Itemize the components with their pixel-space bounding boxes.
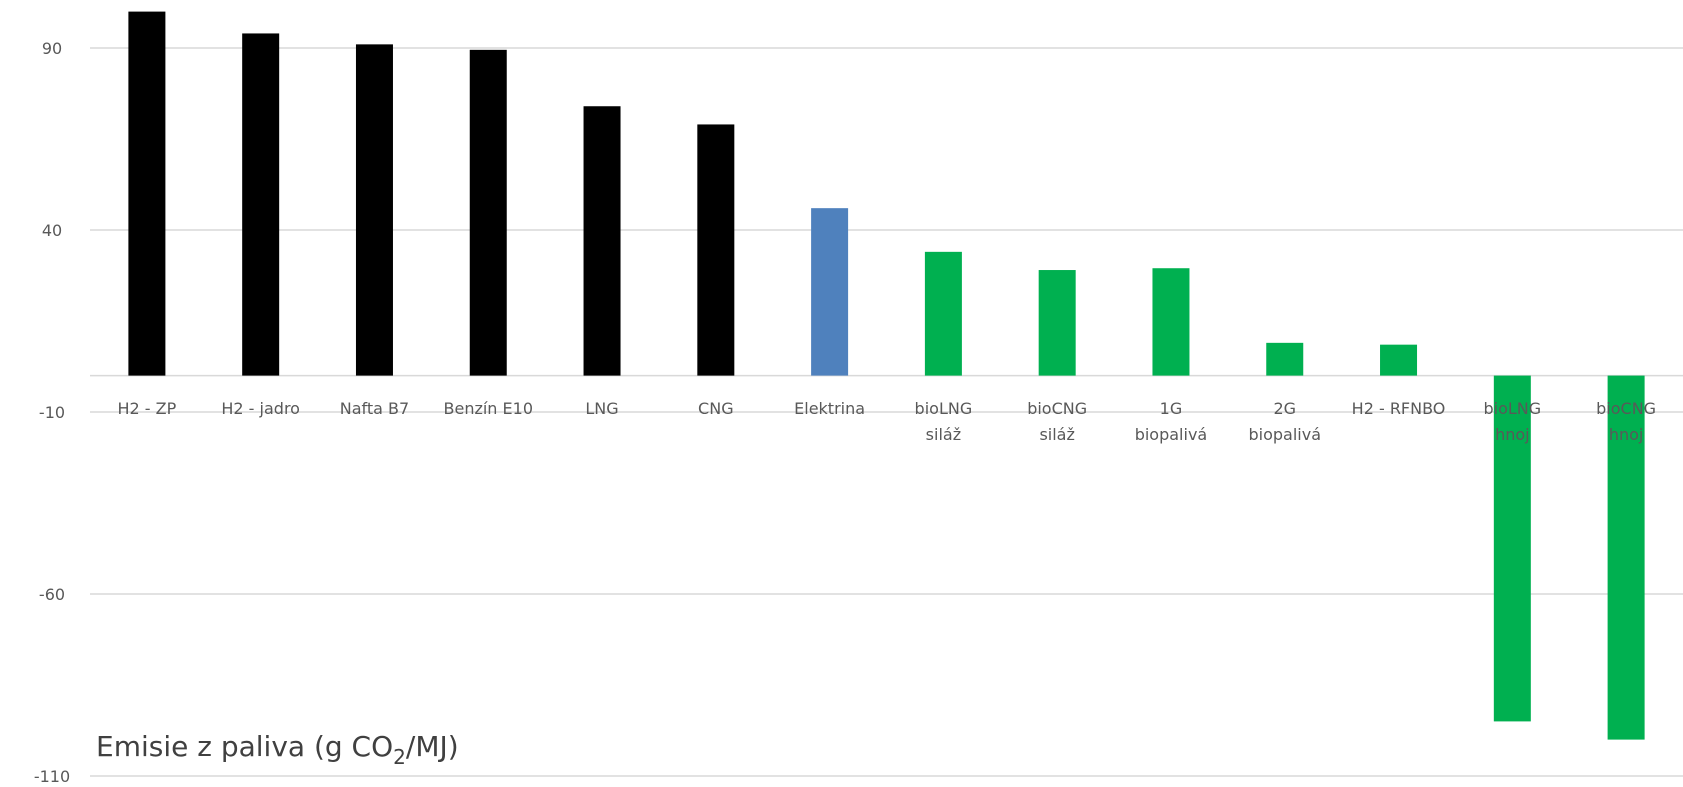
category-label: Benzín E10 — [444, 399, 534, 418]
category-label: CNG — [698, 399, 734, 418]
gridlines — [90, 47, 1683, 777]
y-tick-label: -110 — [34, 767, 70, 786]
annotation-suffix: /MJ) — [406, 730, 459, 763]
category-label: bioLNG siláž — [915, 399, 973, 444]
bar — [242, 33, 280, 376]
bar — [924, 251, 962, 376]
category-label: bioCNG siláž — [1027, 399, 1087, 444]
bars — [128, 11, 1645, 740]
y-axis-tick-labels: 90 40 -10 -60 -110 — [34, 39, 70, 786]
bar — [355, 44, 393, 376]
category-label: H2 - RFNBO — [1352, 399, 1446, 418]
annotation-subscript: 2 — [393, 745, 406, 769]
bar — [1607, 375, 1645, 740]
category-label: 2G biopalivá — [1248, 399, 1321, 444]
units-annotation: Emisie z paliva (g CO2/MJ) — [96, 730, 459, 769]
bar — [583, 106, 621, 376]
y-tick-label: -10 — [39, 403, 65, 422]
category-label: LNG — [585, 399, 618, 418]
bar — [1152, 268, 1190, 376]
bar — [469, 49, 507, 376]
category-label: bioLNG hnoj — [1483, 399, 1541, 444]
bar — [811, 208, 849, 376]
y-tick-label: 40 — [42, 221, 62, 240]
y-tick-label: -60 — [39, 585, 65, 604]
bar — [128, 11, 166, 376]
bar — [1038, 270, 1076, 376]
bar — [1380, 344, 1418, 376]
annotation-prefix: Emisie z paliva (g CO — [96, 730, 393, 763]
bar — [1266, 342, 1304, 376]
category-label: Nafta B7 — [340, 399, 409, 418]
category-label: bioCNG hnoj — [1596, 399, 1656, 444]
y-tick-label: 90 — [42, 39, 62, 58]
category-label: H2 - ZP — [118, 399, 177, 418]
category-label: Elektrina — [794, 399, 865, 418]
bar — [1493, 375, 1531, 722]
category-labels: H2 - ZP H2 - jadro Nafta B7 Benzín E10 LNG CN… — [118, 399, 1657, 444]
bar — [697, 124, 735, 376]
category-label: H2 - jadro — [221, 399, 300, 418]
category-label: 1G biopalivá — [1135, 399, 1208, 444]
